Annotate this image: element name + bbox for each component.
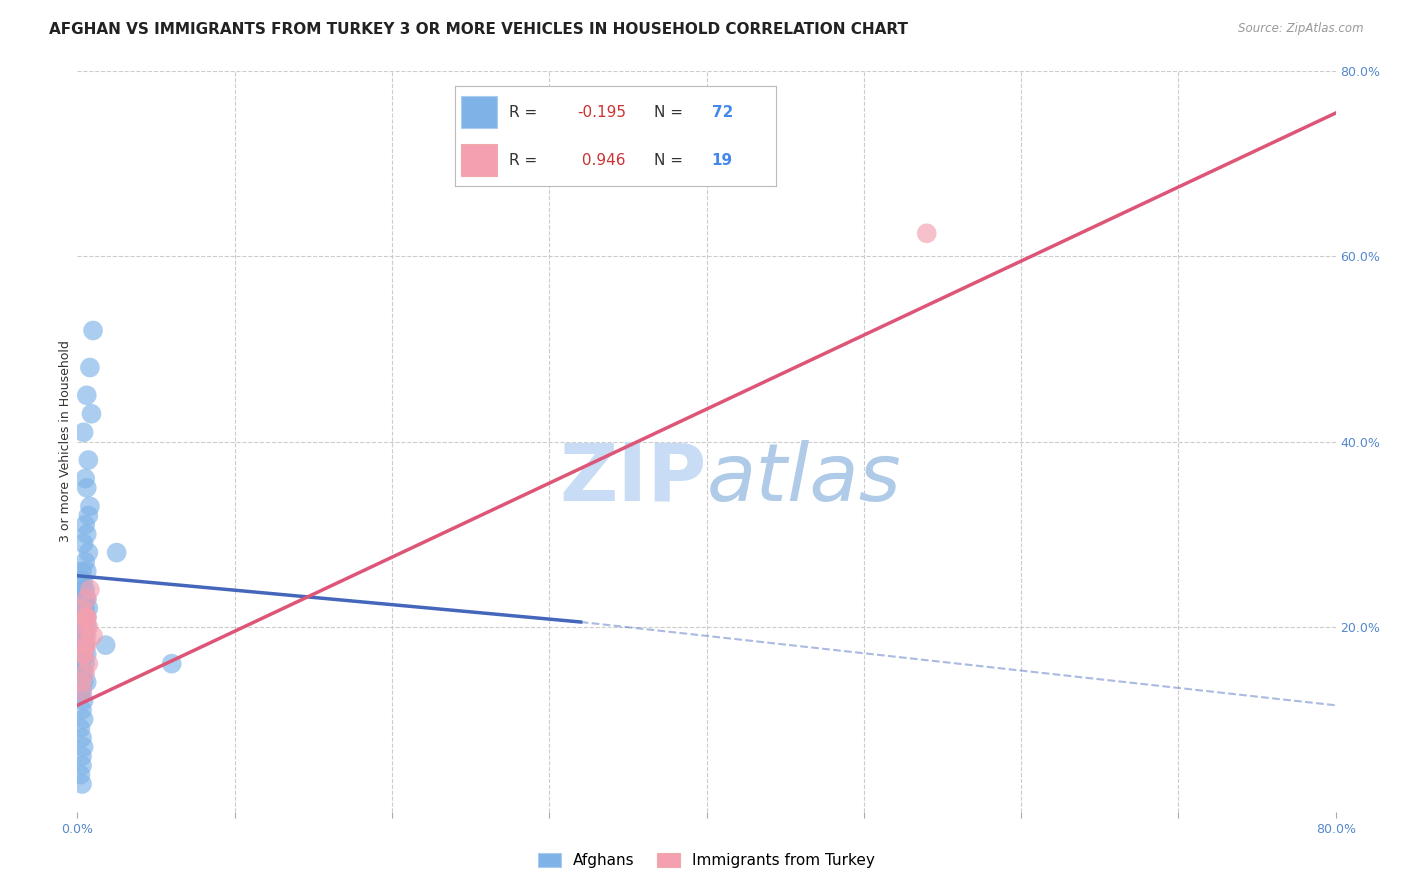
Point xyxy=(70,731,93,745)
Point xyxy=(76,527,98,541)
Point xyxy=(75,610,97,624)
Point xyxy=(72,739,94,754)
Point xyxy=(75,471,97,485)
Point xyxy=(70,657,93,671)
Point xyxy=(75,591,97,606)
Point xyxy=(72,619,94,633)
Point xyxy=(72,712,94,726)
Point xyxy=(82,324,104,338)
Point xyxy=(75,657,97,671)
Point xyxy=(75,555,97,569)
Point xyxy=(70,619,93,633)
Point xyxy=(69,574,91,588)
Point xyxy=(70,749,93,764)
Point xyxy=(72,425,94,440)
Point xyxy=(70,629,93,643)
Point xyxy=(72,648,94,662)
Point xyxy=(77,545,100,560)
Point xyxy=(72,610,94,624)
Point xyxy=(82,629,104,643)
Point xyxy=(75,638,97,652)
Point xyxy=(70,601,93,615)
Y-axis label: 3 or more Vehicles in Household: 3 or more Vehicles in Household xyxy=(59,341,72,542)
Point xyxy=(72,601,94,615)
Point xyxy=(70,619,93,633)
Point xyxy=(70,684,93,698)
Point xyxy=(72,638,94,652)
Point xyxy=(75,629,97,643)
Point xyxy=(69,722,91,736)
Point xyxy=(70,610,93,624)
Point xyxy=(76,648,98,662)
Point xyxy=(105,545,128,560)
Text: atlas: atlas xyxy=(707,440,901,517)
Point xyxy=(72,675,94,690)
Point xyxy=(79,360,101,375)
Point xyxy=(70,703,93,717)
Point xyxy=(69,767,91,781)
Point xyxy=(75,582,97,597)
Point xyxy=(72,648,94,662)
Point xyxy=(76,638,98,652)
Point xyxy=(76,388,98,402)
Point xyxy=(76,591,98,606)
Point xyxy=(70,684,93,698)
Point xyxy=(72,629,94,643)
Point xyxy=(75,619,97,633)
Point xyxy=(915,227,938,241)
Point xyxy=(75,665,97,680)
Point xyxy=(76,564,98,578)
Point xyxy=(76,610,98,624)
Point xyxy=(72,574,94,588)
Point xyxy=(160,657,183,671)
Point xyxy=(69,629,91,643)
Point xyxy=(72,648,94,662)
Point xyxy=(69,657,91,671)
Point xyxy=(76,610,98,624)
Point xyxy=(72,582,94,597)
Point xyxy=(70,758,93,772)
Point xyxy=(76,610,98,624)
Point xyxy=(69,684,91,698)
Point xyxy=(72,536,94,550)
Point xyxy=(77,601,100,615)
Point xyxy=(75,619,97,633)
Point xyxy=(76,629,98,643)
Point xyxy=(77,657,100,671)
Point xyxy=(72,694,94,708)
Point xyxy=(94,638,117,652)
Point xyxy=(70,665,93,680)
Point xyxy=(75,601,97,615)
Point xyxy=(76,481,98,495)
Point xyxy=(70,564,93,578)
Point xyxy=(75,610,97,624)
Point xyxy=(77,619,100,633)
Text: ZIP: ZIP xyxy=(560,440,707,517)
Point xyxy=(80,407,103,421)
Legend: Afghans, Immigrants from Turkey: Afghans, Immigrants from Turkey xyxy=(531,847,882,874)
Text: Source: ZipAtlas.com: Source: ZipAtlas.com xyxy=(1239,22,1364,36)
Point xyxy=(79,500,101,514)
Point xyxy=(70,638,93,652)
Point xyxy=(72,665,94,680)
Point xyxy=(76,675,98,690)
Point xyxy=(77,508,100,523)
Point xyxy=(79,582,101,597)
Point xyxy=(72,648,94,662)
Point xyxy=(70,675,93,690)
Point xyxy=(77,453,100,467)
Point xyxy=(76,619,98,633)
Text: AFGHAN VS IMMIGRANTS FROM TURKEY 3 OR MORE VEHICLES IN HOUSEHOLD CORRELATION CHA: AFGHAN VS IMMIGRANTS FROM TURKEY 3 OR MO… xyxy=(49,22,908,37)
Point xyxy=(75,638,97,652)
Point xyxy=(76,591,98,606)
Point xyxy=(72,610,94,624)
Point xyxy=(75,517,97,532)
Point xyxy=(75,638,97,652)
Point xyxy=(70,591,93,606)
Point xyxy=(70,601,93,615)
Point xyxy=(70,777,93,791)
Point xyxy=(70,648,93,662)
